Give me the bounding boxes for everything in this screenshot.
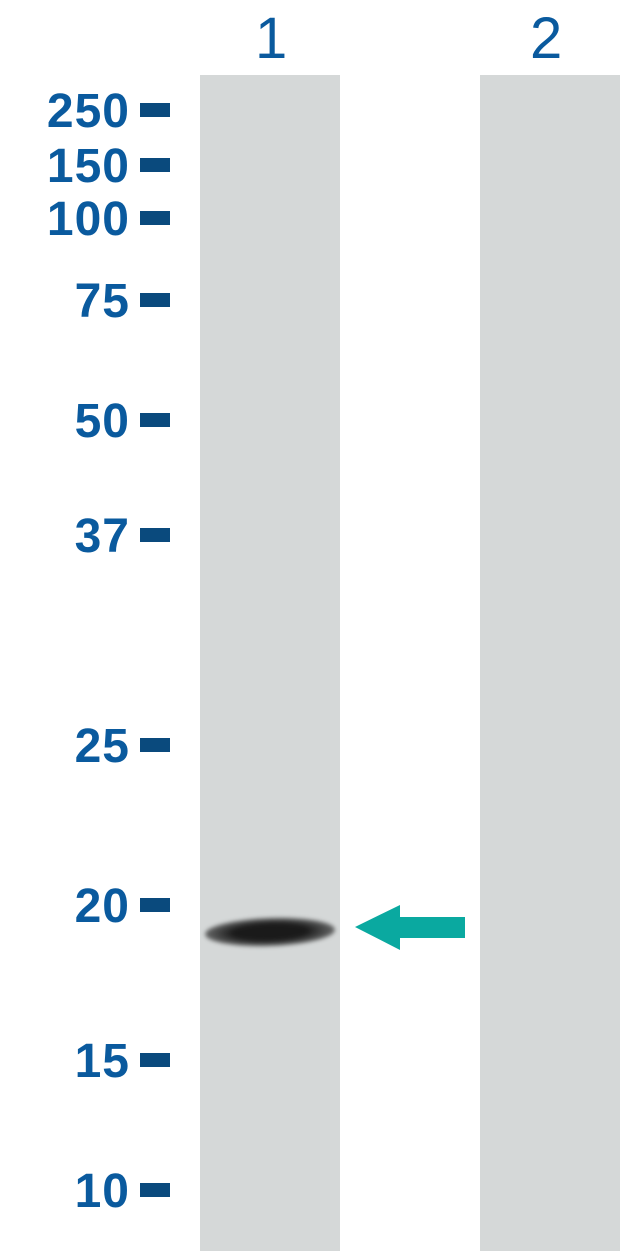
western-blot: 1 2 250150100 75 50 37 25 20 15 10 [0, 0, 640, 1251]
marker-label: 75 [75, 274, 130, 329]
marker-label: 25 [75, 719, 130, 774]
lane-2 [480, 75, 620, 1251]
marker-tick [140, 898, 170, 912]
marker-tick [140, 528, 170, 542]
marker-label: 20 [75, 879, 130, 934]
marker-tick [140, 413, 170, 427]
marker-label: 15 [75, 1034, 130, 1089]
lane-1 [200, 75, 340, 1251]
marker-tick [140, 103, 170, 117]
marker-tick [140, 1053, 170, 1067]
lane-header-2: 2 [530, 5, 564, 72]
marker-label: 150 [47, 139, 130, 194]
marker-label: 37 [75, 509, 130, 564]
marker-tick [140, 1183, 170, 1197]
marker-label: 250 [47, 84, 130, 139]
marker-tick [140, 293, 170, 307]
band-arrow-icon [355, 900, 465, 955]
marker-label: 10 [75, 1164, 130, 1219]
marker-tick [140, 158, 170, 172]
marker-label: 100 [47, 192, 130, 247]
marker-tick [140, 211, 170, 225]
marker-label: 50 [75, 394, 130, 449]
marker-tick [140, 738, 170, 752]
lane-header-1: 1 [255, 5, 289, 72]
